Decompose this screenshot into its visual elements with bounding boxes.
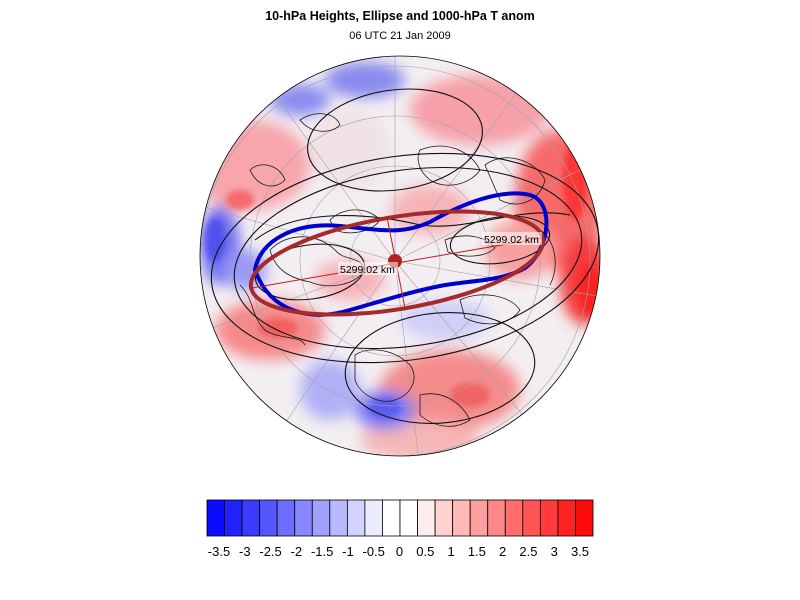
colorbar-tick-label: 1	[447, 544, 454, 559]
colorbar-swatch	[557, 499, 576, 537]
contour-label-left: 5299.02 km	[338, 262, 398, 276]
colorbar-tick-label: 3.5	[571, 544, 589, 559]
colorbar-swatch	[504, 499, 524, 537]
contour-label-left-text: 5299.02 km	[340, 264, 395, 276]
contour-label-right-text: 5299.02 km	[484, 234, 539, 246]
globe-outline	[199, 55, 601, 457]
colorbar-swatch	[487, 499, 506, 537]
figure-subtitle: 06 UTC 21 Jan 2009	[349, 30, 451, 42]
colorbar-swatch	[311, 499, 331, 537]
colorbar-tick-label: 2	[499, 544, 506, 559]
colorbar-tick-label: -3	[239, 544, 251, 559]
colorbar-tick-label: -1.5	[311, 544, 333, 559]
colorbar-tick-label: 0	[396, 544, 403, 559]
colorbar-tick-label: 2.5	[519, 544, 537, 559]
colorbar-swatch	[539, 499, 559, 537]
colorbar-tick-label: 0.5	[416, 544, 434, 559]
colorbar-tick-label: -3.5	[208, 544, 230, 559]
colorbar-swatch	[522, 499, 541, 537]
colorbar-swatch	[452, 499, 471, 537]
colorbar-swatch	[417, 499, 436, 537]
fitted-ellipse	[248, 209, 546, 317]
figure-title: 10-hPa Heights, Ellipse and 1000-hPa T a…	[265, 9, 535, 23]
colorbar-swatch	[434, 499, 454, 537]
polar-map: 5299.02 km 5299.02 km	[199, 55, 601, 457]
colorbar-swatch	[259, 499, 278, 537]
colorbar-tick-label: -2	[291, 544, 303, 559]
contour-label-right: 5299.02 km	[482, 232, 542, 246]
colorbar-tick-label: -1	[342, 544, 354, 559]
colorbar-swatch	[329, 499, 348, 537]
colorbar-swatch	[241, 499, 261, 537]
colorbar-swatch	[346, 499, 366, 537]
colorbar-swatch	[224, 499, 243, 537]
colorbar-tick-label: -0.5	[363, 544, 385, 559]
colorbar-tick-label: 1.5	[468, 544, 486, 559]
colorbar-swatch	[575, 499, 594, 537]
colorbar-swatch	[206, 499, 225, 537]
colorbar-swatch	[469, 499, 489, 537]
colorbar-tick-label: -2.5	[259, 544, 281, 559]
colorbar-swatch	[364, 499, 383, 537]
colorbar-swatch	[294, 499, 313, 537]
colorbar-swatch	[276, 499, 296, 537]
colorbar-swatch	[382, 499, 401, 537]
colorbar-swatch	[399, 499, 418, 537]
colorbar-tick-label: 3	[551, 544, 558, 559]
